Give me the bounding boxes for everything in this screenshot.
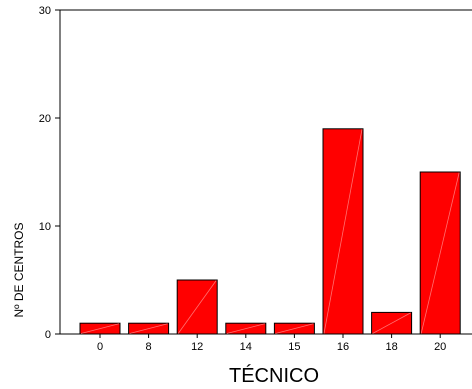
bar-highlight bbox=[80, 323, 120, 334]
y-tick-label: 0 bbox=[45, 329, 51, 341]
bar-highlight bbox=[372, 312, 411, 334]
chart-axes bbox=[59, 9, 472, 335]
bar-group bbox=[79, 128, 461, 335]
x-tick-label: 8 bbox=[146, 341, 152, 353]
y-tick-label: 10 bbox=[39, 221, 51, 233]
x-tick-label: 16 bbox=[337, 341, 349, 353]
bar-highlight bbox=[129, 323, 168, 334]
bar-highlight bbox=[275, 323, 314, 334]
bar-highlight bbox=[177, 280, 217, 334]
y-axis-label: Nº DE CENTROS bbox=[12, 222, 26, 317]
y-tick-group: 0 10 20 30 bbox=[39, 5, 60, 341]
x-tick-label: 18 bbox=[385, 341, 397, 353]
x-tick-label: 14 bbox=[240, 341, 252, 353]
bar-highlight bbox=[323, 129, 363, 334]
x-axis-label: TÉCNICO bbox=[229, 364, 319, 387]
x-tick-group: 0 8 12 14 15 16 18 20 bbox=[97, 334, 446, 353]
x-tick-label: 20 bbox=[434, 341, 446, 353]
x-tick-label: 15 bbox=[288, 341, 300, 353]
bar-highlight bbox=[226, 323, 265, 334]
y-tick-label: 20 bbox=[39, 113, 51, 125]
x-tick-label: 12 bbox=[191, 341, 203, 353]
x-tick-label: 0 bbox=[97, 341, 103, 353]
y-tick-label: 30 bbox=[39, 5, 51, 17]
bar-highlight bbox=[420, 172, 460, 334]
